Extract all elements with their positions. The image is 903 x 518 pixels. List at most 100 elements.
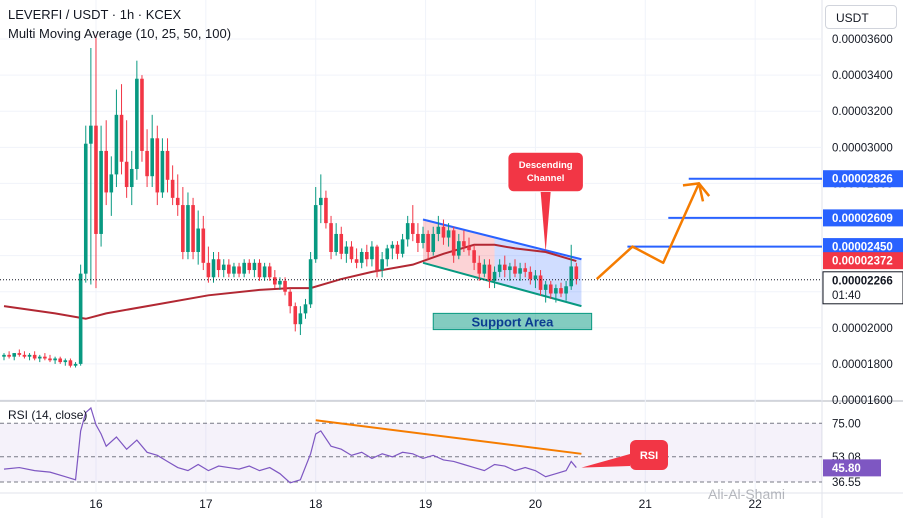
candle-body — [58, 358, 63, 363]
candle-body — [405, 223, 410, 240]
price-tick-label: 0.00002000 — [832, 323, 893, 335]
candle-body — [441, 226, 446, 238]
candle-body — [73, 363, 78, 366]
rsi-line — [3, 406, 577, 484]
candle-body — [411, 223, 415, 234]
support-area-label: Support Area — [472, 314, 555, 329]
candle-body — [303, 304, 308, 314]
candle-body — [206, 262, 211, 278]
rsi-callout-pointer — [581, 454, 630, 468]
projection-path — [595, 182, 711, 280]
candle-body — [242, 262, 246, 274]
channel-upper-line — [422, 218, 582, 261]
candle-body — [27, 354, 32, 357]
candle-body — [283, 280, 287, 292]
rsi-pane: RSI — [0, 406, 822, 484]
pattern-callout-pointer — [540, 192, 551, 252]
candle-body — [324, 197, 328, 224]
candle-body — [533, 275, 538, 280]
candle-body — [17, 353, 22, 355]
candle-body — [298, 313, 303, 325]
candle-body — [7, 354, 11, 357]
candle-body — [83, 143, 88, 274]
rsi-tick-label: 36.55 — [832, 477, 861, 489]
candle-body — [492, 271, 497, 281]
candle-body — [528, 271, 533, 280]
candle-body — [339, 233, 344, 254]
candle-body — [319, 197, 323, 206]
price-label-box — [822, 271, 903, 305]
time-tick-label: 19 — [419, 497, 433, 511]
price-label-box — [823, 238, 903, 256]
candle-body — [569, 266, 574, 287]
candle-body — [160, 150, 165, 193]
candle-body — [467, 246, 471, 251]
price-label-box — [823, 170, 903, 188]
time-tick-label: 22 — [748, 497, 762, 511]
candle-body — [344, 246, 349, 254]
candle-body — [252, 262, 257, 271]
candle-body — [308, 259, 313, 305]
price-tick-label: 0.00003400 — [832, 70, 893, 82]
candle-body — [395, 244, 400, 254]
candle-body — [262, 266, 267, 278]
candle-body — [89, 125, 93, 144]
price-tick-label: 0.00003200 — [832, 106, 893, 118]
price-tick-label: 0.00001800 — [832, 359, 893, 371]
time-tick-label: 20 — [529, 497, 543, 511]
candle-body — [155, 138, 160, 193]
candle-body — [201, 228, 206, 263]
candle-body — [216, 259, 221, 271]
candle-body — [22, 354, 27, 357]
rsi-tick-label: 75.00 — [832, 418, 861, 430]
candle-body — [32, 354, 37, 359]
indicator-title: Multi Moving Average (10, 25, 50, 100) — [8, 26, 232, 41]
candle-body — [543, 284, 548, 290]
candle-body — [451, 230, 456, 256]
candle-body — [170, 179, 175, 198]
candle-body — [354, 259, 359, 263]
price-label-box — [823, 209, 903, 227]
time-tick-label: 17 — [199, 497, 213, 511]
candle-body — [349, 246, 354, 260]
candle-body — [129, 168, 134, 188]
candle-body — [421, 233, 425, 243]
currency-button[interactable]: USDT — [825, 5, 897, 29]
candle-body — [462, 241, 466, 247]
candle-body — [48, 358, 52, 361]
candle-body — [293, 306, 298, 325]
candle-body — [211, 259, 216, 278]
candle-body — [334, 233, 338, 252]
price-axis: 0.00003600 0.00003400 0.00003200 0.00003000… — [822, 34, 903, 489]
candle-body — [53, 358, 57, 361]
candle-body — [145, 150, 149, 177]
candle-body — [186, 205, 190, 252]
watermark: Ali-Al-Shami — [708, 486, 786, 502]
candle-body — [538, 275, 543, 290]
channel-lower-line — [422, 261, 582, 308]
candle-body — [564, 286, 568, 294]
candle-body — [257, 262, 262, 278]
candle-body — [548, 284, 553, 294]
rsi-title: RSI (14, close) — [8, 408, 88, 422]
price-tick-label: 0.00003000 — [832, 142, 893, 154]
rsi-divergence-line — [315, 419, 582, 455]
rsi-callout-box — [630, 440, 668, 470]
candles — [2, 35, 579, 368]
candle-body — [431, 233, 436, 252]
price-label-text: 0.00002826 — [832, 174, 893, 186]
candle-body — [508, 266, 512, 271]
candle-body — [416, 233, 420, 243]
candle-body — [237, 266, 241, 274]
candle-body — [497, 264, 502, 272]
candle-body — [247, 262, 252, 271]
moving-average — [3, 243, 577, 320]
candle-body — [181, 205, 185, 252]
candle-body — [365, 252, 369, 260]
projection-arrowhead — [682, 182, 705, 202]
projection — [595, 182, 711, 280]
candle-body — [523, 268, 528, 272]
candle-body — [472, 250, 476, 263]
